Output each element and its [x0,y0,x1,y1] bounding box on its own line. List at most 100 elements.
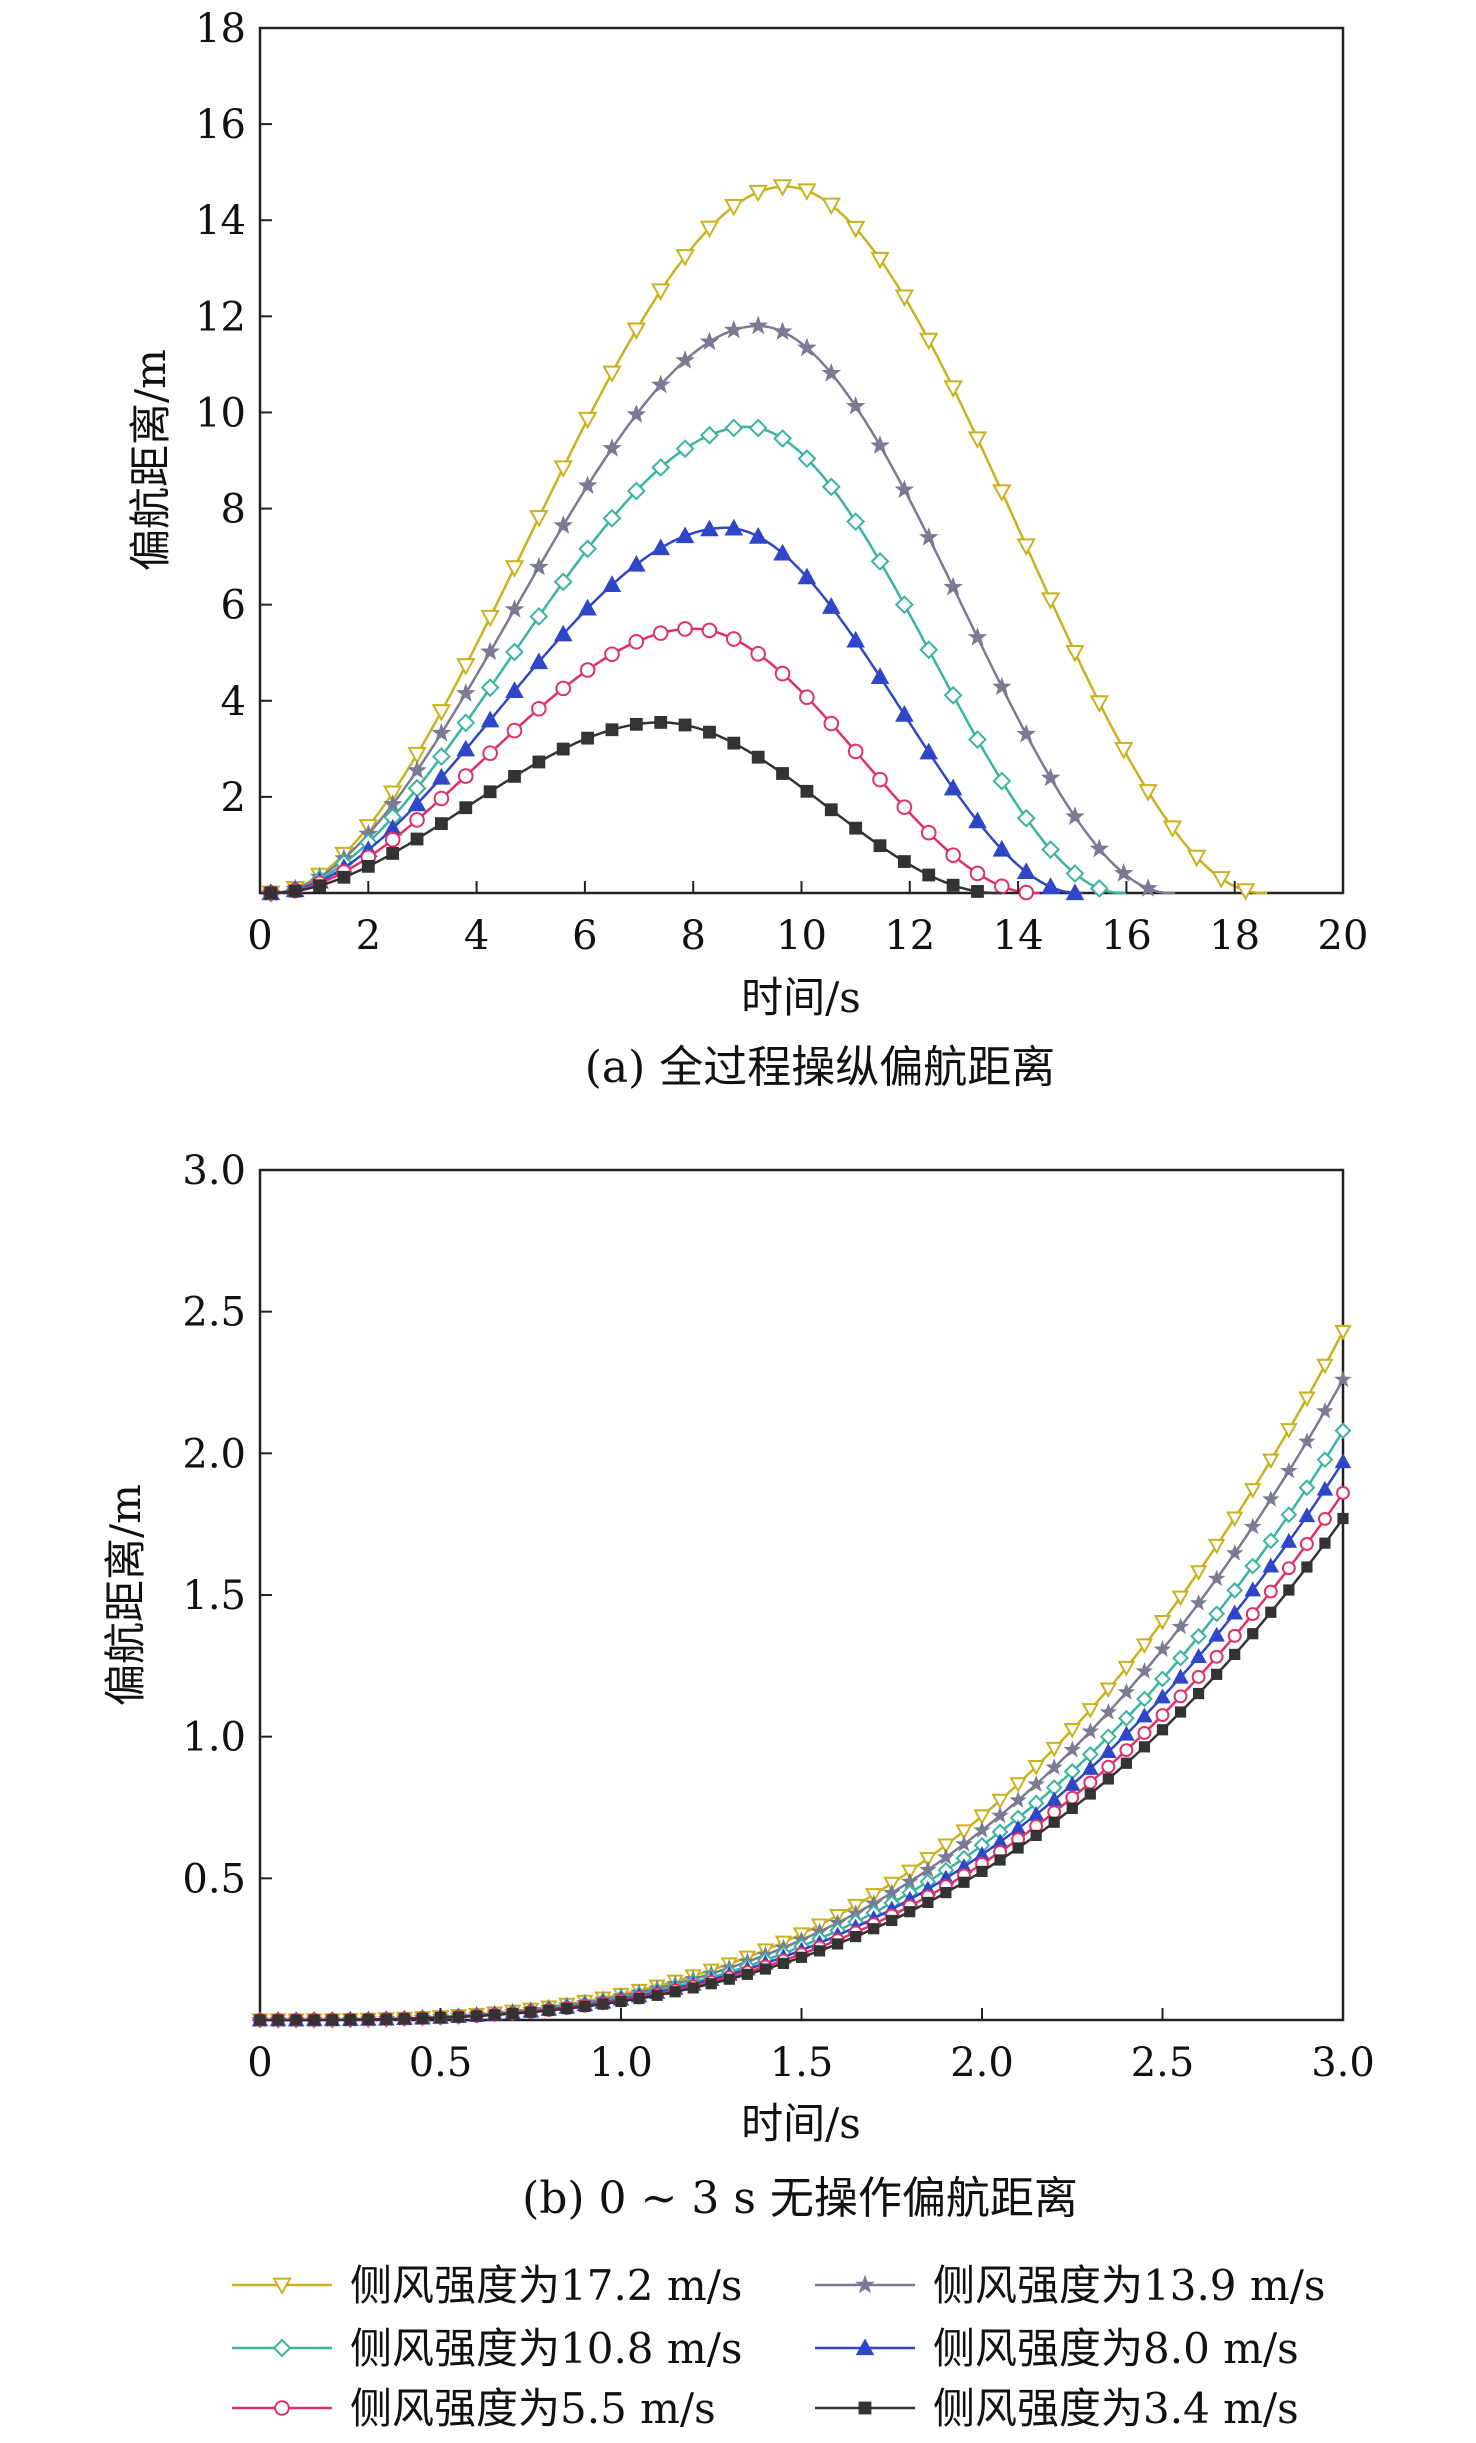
legend-label: 侧风强度为5.5 m/s [350,2384,716,2433]
chart-b-data-point [1189,1594,1208,1611]
chart-a-x-tick-label: 16 [1101,913,1152,959]
chart-a-data-point [480,678,500,698]
chart-a-data-point [870,552,890,571]
chart-b-data-point [1171,1590,1190,1607]
chart-a-data-point [1113,742,1134,760]
chart-b-data-point [416,2012,429,2024]
chart-a-y-axis-label: 偏航距离/m [126,349,175,571]
legend-marker [272,2338,292,2358]
chart-b-data-point [1337,1512,1349,1525]
chart-a-data-point [480,710,500,728]
chart-b-data-point [795,1951,808,1963]
chart-a-data-point [799,689,815,706]
chart-b-data-point [615,1995,627,2008]
chart-b-data-point [1136,1690,1153,1708]
chart-a-data-point [922,868,936,882]
chart-a-data-point [774,665,791,682]
chart-b-data-point [1063,1722,1081,1739]
chart-b-data-point [1083,1775,1098,1790]
chart-b-data-point [1099,1682,1118,1699]
chart-b-data-point [1229,1648,1241,1661]
chart-b-data-point [741,1968,753,1980]
chart-b-data-point [525,2006,537,2018]
chart-b-data-point [723,1973,735,1985]
chart-a-data-point [894,595,914,615]
chart-b-data-point [904,1906,916,1918]
chart-a-data-point [480,641,500,661]
chart-b-data-point [362,2013,374,2026]
chart-a-data-point [700,425,719,445]
chart-b-data-point [1298,1391,1316,1408]
chart-b: 0 0.5 1.0 1.5 2.0 2.5 3.0 0.5 1.0 1.5 2.0 2.5 3.0 时… [101,1148,1375,2224]
chart-a-data-point [1016,723,1036,743]
chart-b-x-tick-label: 0 [247,2040,272,2086]
chart-b-data-point [507,2008,519,2020]
chart-b-data-point [561,2002,573,2015]
chart-a-data-point [407,794,427,812]
chart-a-data-point [700,519,719,537]
chart-b-data-point [1280,1506,1298,1524]
chart-a-data-point [505,681,524,699]
chart-b-data-point [1244,1483,1262,1499]
chart-a-y-tick-label: 6 [221,583,246,629]
chart-b-data-point [1045,1758,1063,1775]
chart-a-y-tick-label: 16 [195,102,246,148]
chart-b-data-point [1155,1708,1170,1722]
chart-a-data-point [992,771,1012,791]
chart-a-data-point [384,831,401,848]
chart-a-data-point [845,220,866,239]
chart-b-data-point [326,2014,338,2026]
chart-a-data-point [772,179,793,197]
chart-b-data-point [705,1978,717,1990]
chart-a-data-point [407,746,427,765]
chart-b-data-point [1117,1709,1135,1727]
chart-a-data-point [529,607,549,626]
chart-a-data-point [626,481,646,501]
chart-b-data-point [1099,1703,1118,1720]
chart-a-data-point [578,539,598,559]
chart-a-data-point [724,418,744,438]
chart-a-data-point [824,803,838,817]
chart-a-data-point [821,477,841,497]
chart-a-data-point [652,625,669,641]
chart-a-data-point [971,885,984,898]
chart-a-data-point [578,598,597,616]
chart-a-x-tick-label: 6 [572,913,597,959]
chart-b-data-point [254,2014,266,2026]
chart-b-data-point [1316,1480,1334,1496]
chart-b-data-point [471,2010,483,2022]
chart-b-data-point [1118,1725,1135,1741]
legend-label: 侧风强度为10.8 m/s [350,2324,742,2373]
chart-a-y-tick-label: 12 [195,294,246,340]
chart-a-data-point [407,760,427,779]
chart-a-data-point [943,685,963,705]
chart-b-data-point [1301,1561,1313,1573]
chart-b-data-point [1120,1757,1132,1769]
chart-a-data-point [1040,767,1061,787]
chart-b-data-point [1193,1687,1205,1700]
chart-a-data-point [773,543,792,561]
chart-b-data-point [919,1860,937,1878]
chart-a-data-point [1235,883,1256,901]
chart-b-data-point [850,1930,862,1943]
chart-a-data-point [675,526,695,544]
chart-a-data-point [699,331,720,351]
chart-a-data-point [1113,863,1134,882]
chart-a-x-tick-label: 2 [356,913,381,959]
chart-b-data-point [669,1986,681,1998]
chart-a-data-point [751,750,765,764]
chart-b-data-point [1244,1557,1262,1575]
chart-a-data-point [531,700,547,717]
chart-a-data-point [675,249,695,267]
chart-a-x-tick-label: 10 [776,913,827,959]
chart-a-data-point [846,512,866,532]
chart-b-data-point [1154,1688,1171,1704]
chart-b-data-point [813,1945,826,1957]
chart-a-y-tick-label: 4 [221,679,246,725]
chart-b-data-point [973,1821,991,1838]
chart-a-data-point [724,198,744,217]
chart-b-data-point [1262,1532,1280,1550]
legend-marker [858,2401,872,2415]
chart-b-data-point [1190,1627,1208,1645]
